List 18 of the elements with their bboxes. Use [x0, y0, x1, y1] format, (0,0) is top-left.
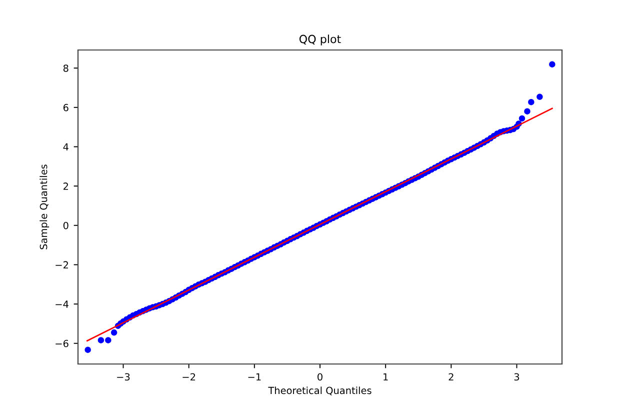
y-axis-title: Sample Quantiles	[40, 164, 50, 250]
x-tick-label: 0	[318, 373, 322, 381]
x-tick-label: −1	[248, 373, 261, 380]
x-tick-label: 1	[384, 373, 388, 380]
x-axis-title: Theoretical Quantiles	[268, 386, 372, 396]
y-tick-label: −6	[56, 340, 68, 348]
chart-title: QQ plot	[299, 34, 341, 46]
x-tick-label: 2	[448, 373, 454, 380]
x-tick-label: −2	[182, 373, 196, 380]
x-tick-label: 3	[514, 373, 520, 381]
y-tick-label: 6	[63, 104, 68, 112]
y-tick-label: −4	[56, 300, 68, 308]
y-tick-label: −2	[56, 261, 68, 268]
y-tick-label: 2	[64, 182, 68, 190]
y-tick-label: 8	[63, 64, 68, 72]
y-tick-label: 4	[63, 143, 68, 150]
x-tick-label: −3	[117, 373, 130, 381]
y-tick-label: 0	[63, 222, 68, 230]
